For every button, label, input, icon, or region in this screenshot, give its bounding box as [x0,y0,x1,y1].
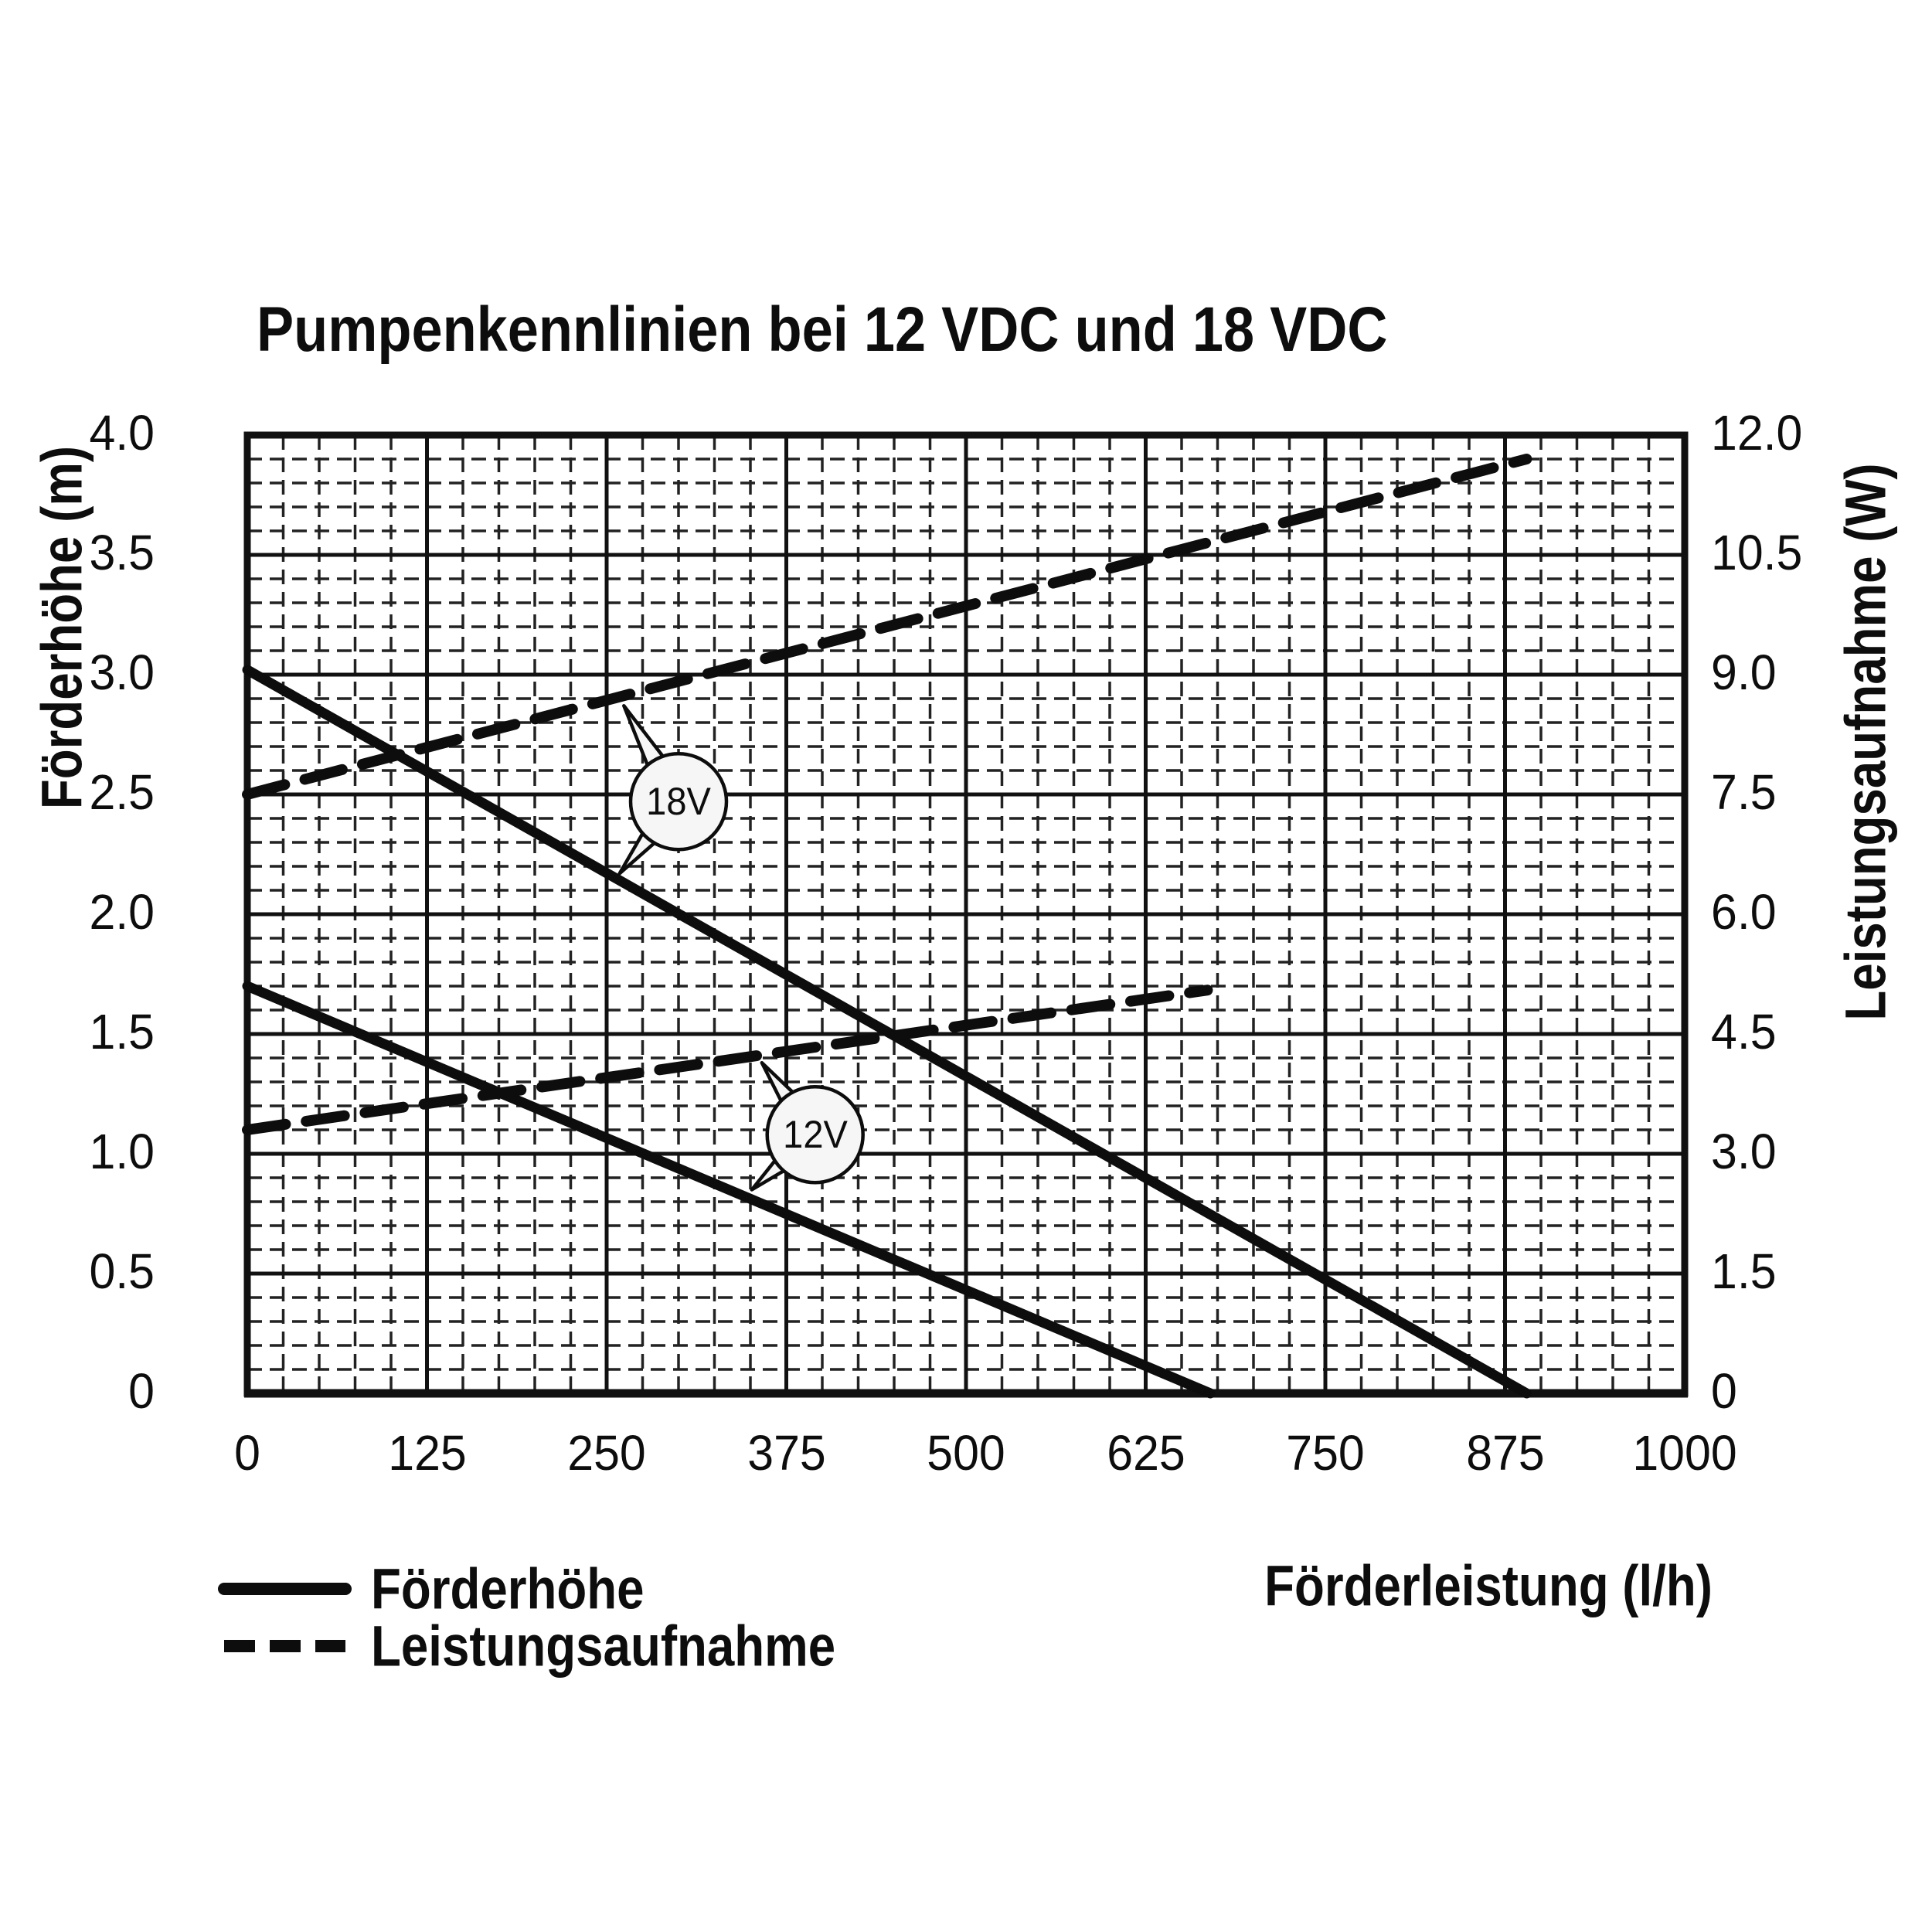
y-left-tick-2.0: 2.0 [89,884,155,940]
y-left-tick-3.0: 3.0 [89,645,155,701]
y-left-tick-0: 0 [128,1363,155,1420]
series-line-leistungsaufnahme-18v [242,454,1532,800]
annotation-balloons [617,704,865,1192]
y-right-tick-3.0: 3.0 [1711,1124,1777,1180]
y-left-tick-3.5: 3.5 [89,525,155,581]
y-right-tick-7.5: 7.5 [1711,764,1777,821]
callout-bubble [628,752,729,852]
y-left-tick-1.5: 1.5 [89,1004,155,1060]
x-tick-0: 0 [234,1425,260,1481]
callout-label-18v: 18V [646,780,711,824]
x-tick-125: 125 [387,1425,467,1481]
y-right-tick-10.5: 10.5 [1711,525,1803,581]
x-tick-500: 500 [927,1425,1005,1481]
legend-swatches [218,1583,352,1652]
series-line-leistungsaufnahme-12v [242,985,1213,1135]
y-right-tick-12.0: 12.0 [1711,405,1803,461]
x-tick-1000: 1000 [1632,1425,1737,1481]
x-tick-625: 625 [1106,1425,1185,1481]
chart-title: Pumpenkennlinien bei 12 VDC und 18 VDC [257,294,1388,365]
legend-label-foerderhoehe: Förderhöhe [371,1556,645,1621]
callout-bubble [765,1084,865,1185]
y-left-tick-2.5: 2.5 [89,764,155,821]
callout-label-12v: 12V [782,1113,848,1157]
y-right-tick-9.0: 9.0 [1711,645,1777,701]
data-series-lines [242,454,1532,1399]
y-left-tick-1.0: 1.0 [89,1124,155,1180]
x-tick-250: 250 [567,1425,646,1481]
y-right-tick-1.5: 1.5 [1711,1243,1777,1300]
callout-12v [750,1060,865,1192]
y-left-tick-0.5: 0.5 [89,1243,155,1300]
x-tick-875: 875 [1465,1425,1545,1481]
series-line-f-rderh-he-12v [242,981,1216,1399]
y-axis-right-title: Leistungsaufnahme (W) [1833,463,1898,1021]
x-axis-title: Förderleistung (l/h) [1264,1553,1713,1618]
y-left-tick-4.0: 4.0 [89,405,155,461]
y-right-tick-6.0: 6.0 [1711,884,1777,940]
x-tick-375: 375 [747,1425,826,1481]
y-right-tick-0: 0 [1711,1363,1737,1420]
series-line-f-rderh-he-18v [242,665,1532,1399]
plot-border [243,431,1689,1397]
x-tick-750: 750 [1286,1425,1365,1481]
y-axis-left-title: Förderhöhe (m) [29,445,94,810]
y-right-tick-4.5: 4.5 [1711,1004,1777,1060]
callout-18v [617,704,729,876]
legend-label-leistungsaufnahme: Leistungsaufnahme [371,1614,836,1679]
